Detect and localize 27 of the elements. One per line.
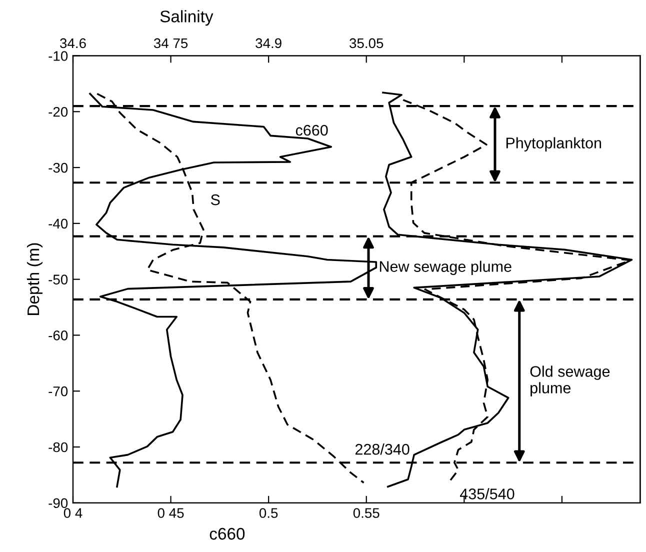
x-tick-label: 0 45 bbox=[158, 508, 184, 518]
annotation: Phytoplankton bbox=[506, 137, 602, 152]
y-tick-label: -90 bbox=[48, 498, 68, 508]
x2-tick-label: 35.05 bbox=[350, 38, 384, 48]
y-tick-label: -20 bbox=[48, 106, 68, 117]
x2-axis-title: Salinity bbox=[160, 10, 214, 26]
x2-tick-label: 34.6 bbox=[60, 38, 86, 48]
y-tick-label: -70 bbox=[48, 386, 68, 396]
series-label: 228/340 bbox=[355, 444, 410, 455]
series-label: 435/540 bbox=[460, 488, 514, 500]
x-axis-title: c660 bbox=[210, 528, 245, 540]
y-tick-label: -50 bbox=[48, 274, 68, 284]
x-tick-label: 0 4 bbox=[64, 508, 82, 518]
x2-tick-label: 34 75 bbox=[154, 38, 188, 48]
y-tick-label: -80 bbox=[48, 442, 68, 452]
x2-tick-label: 34.9 bbox=[256, 38, 282, 48]
y-tick-label: -60 bbox=[48, 330, 68, 340]
annotation: New sewage plume bbox=[380, 260, 512, 275]
y-tick-label: -10 bbox=[48, 51, 68, 61]
y-tick-label: -30 bbox=[48, 162, 68, 173]
series-label: S bbox=[210, 194, 220, 206]
y-tick-label: -40 bbox=[48, 218, 68, 229]
x-tick-label: 0.55 bbox=[353, 508, 380, 518]
x-tick-label: 0.5 bbox=[259, 508, 278, 518]
annotation: Old sewage plume bbox=[530, 366, 610, 396]
series-label: c660 bbox=[296, 124, 328, 136]
y-axis-title: Depth (m) bbox=[26, 243, 43, 315]
